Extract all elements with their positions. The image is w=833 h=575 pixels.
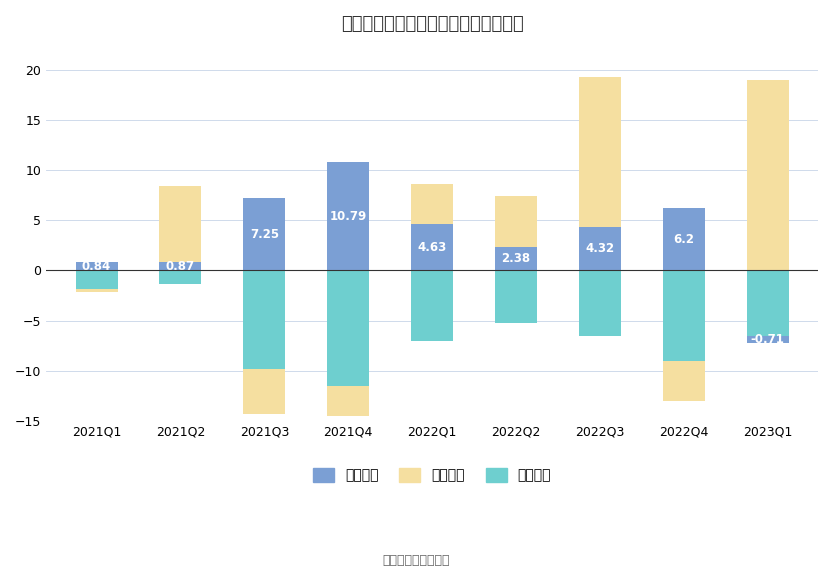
Text: 4.63: 4.63	[417, 241, 446, 254]
Bar	[412, 270, 453, 340]
Bar	[412, 224, 453, 270]
Bar	[159, 186, 202, 262]
Bar	[579, 227, 621, 270]
Bar	[243, 369, 286, 414]
Bar	[495, 197, 537, 247]
Bar	[76, 270, 117, 289]
Bar	[746, 270, 789, 336]
Text: -0.71: -0.71	[751, 333, 785, 346]
Text: 数据来源：恒生聚源: 数据来源：恒生聚源	[382, 554, 451, 566]
Bar	[243, 270, 286, 369]
Bar	[159, 270, 202, 283]
Text: 0.84: 0.84	[82, 260, 111, 273]
Text: 0.87: 0.87	[166, 259, 195, 273]
Text: 10.79: 10.79	[330, 210, 367, 223]
Bar	[327, 270, 369, 386]
Text: 4.32: 4.32	[586, 242, 615, 255]
Bar	[159, 262, 202, 270]
Bar	[746, 336, 789, 343]
Bar	[327, 386, 369, 416]
Text: 2.38: 2.38	[501, 252, 531, 265]
Bar	[76, 262, 117, 270]
Bar	[579, 76, 621, 227]
Legend: 经营活动, 筹资活动, 投资活动: 经营活动, 筹资活动, 投资活动	[307, 462, 556, 488]
Title: 各项现金流净额季度变化情况（亿元）: 各项现金流净额季度变化情况（亿元）	[341, 15, 523, 33]
Bar	[663, 270, 705, 361]
Bar	[412, 184, 453, 224]
Text: 6.2: 6.2	[673, 233, 694, 246]
Bar	[579, 270, 621, 336]
Bar	[327, 162, 369, 270]
Bar	[495, 270, 537, 323]
Bar	[495, 247, 537, 270]
Bar	[663, 208, 705, 270]
Bar	[76, 289, 117, 292]
Bar	[243, 198, 286, 270]
Bar	[746, 80, 789, 270]
Text: 7.25: 7.25	[250, 228, 279, 240]
Bar	[663, 361, 705, 401]
